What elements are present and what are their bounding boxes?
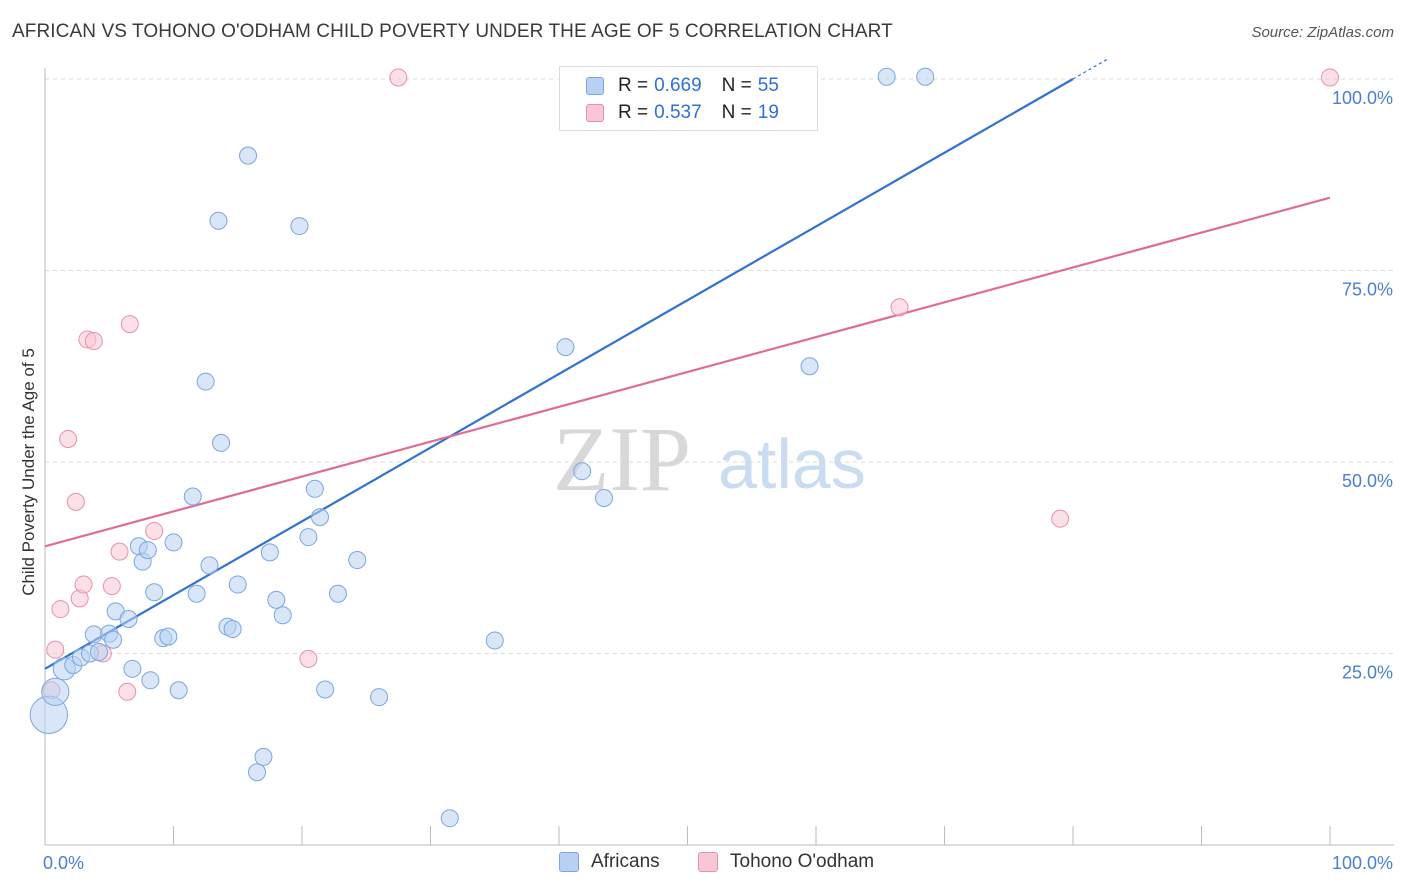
legend-row-tohono: R = 0.537 N = 19 — [586, 100, 779, 126]
africans-point — [159, 627, 178, 646]
legend-r-label: R = — [618, 75, 649, 96]
africans-point — [187, 584, 206, 603]
legend-n-label: N = — [721, 75, 752, 96]
legend-r-value: 0.537 — [654, 102, 702, 123]
africans-legend-swatch — [559, 852, 579, 872]
legend-row-africans: R = 0.669 N = 55 — [586, 73, 779, 99]
watermark-zip: ZIP — [553, 408, 691, 510]
correlation-legend: R = 0.669 N = 55 R = 0.537 N = 19 — [559, 66, 818, 131]
africans-swatch — [586, 77, 604, 95]
africans-point — [594, 489, 613, 508]
tohono-point — [74, 575, 93, 594]
legend-r-label: R = — [618, 102, 649, 123]
bottom-legend-africans: Africans — [559, 851, 660, 873]
bottom-legend-tohono: Tohono O'odham — [698, 851, 874, 873]
africans-point — [348, 551, 367, 570]
y-tick-label: 100.0% — [1332, 88, 1393, 108]
africans-point — [89, 642, 108, 661]
y-tick-label: 25.0% — [1342, 663, 1393, 683]
y-tick-label: 50.0% — [1342, 471, 1393, 491]
tohono-point — [145, 521, 164, 540]
legend-n-value: 19 — [757, 102, 779, 123]
africans-point — [485, 631, 504, 650]
tohono-point — [389, 68, 408, 87]
x-tick-label: 100.0% — [1332, 853, 1393, 873]
gridlines — [45, 78, 1394, 654]
africans-point — [84, 625, 103, 644]
africans-trend-extension — [1072, 57, 1110, 80]
tohono-point — [51, 600, 70, 619]
africans-point — [370, 688, 389, 707]
africans-point — [556, 338, 575, 357]
tohono-point — [1051, 509, 1070, 528]
africans-point — [212, 433, 231, 452]
africans-point — [877, 67, 896, 86]
tohono-point — [102, 577, 121, 596]
tohono-point — [299, 649, 318, 668]
source-label: Source: ZipAtlas.com — [1251, 24, 1394, 41]
africans-point — [267, 590, 286, 609]
tohono-legend-swatch — [698, 852, 718, 872]
africans-point — [916, 67, 935, 86]
tohono-point — [66, 492, 85, 511]
africans-point — [248, 763, 267, 782]
tohono-point — [1321, 68, 1339, 87]
africans-point — [209, 211, 228, 230]
africans-point — [573, 462, 592, 481]
africans-point — [164, 533, 183, 552]
africans-point — [273, 606, 292, 625]
tohono-swatch — [586, 104, 604, 122]
africans-point — [200, 556, 219, 575]
tick-labels: 25.0% 50.0% 75.0% 100.0% 0.0% 100.0% Child Pov… — [19, 88, 1393, 873]
africans-point — [169, 681, 188, 700]
tohono-trend-line — [44, 196, 1331, 548]
africans-point — [310, 508, 329, 527]
africans-point — [183, 487, 202, 506]
tohono-legend-label: Tohono O'odham — [730, 851, 875, 872]
africans-point — [123, 659, 142, 678]
tohono-point — [120, 315, 139, 334]
africans-point — [254, 747, 273, 766]
africans-point — [196, 372, 215, 391]
africans-trend-line — [44, 78, 1074, 670]
africans-point — [800, 357, 819, 376]
tohono-point — [118, 682, 137, 701]
africans-point — [260, 543, 279, 562]
africans-point — [316, 680, 335, 699]
legend-r-value: 0.669 — [654, 75, 702, 96]
africans-point — [299, 528, 318, 547]
legend-n-label: N = — [721, 102, 752, 123]
africans-point — [104, 630, 123, 649]
africans-point — [138, 541, 157, 560]
africans-point — [228, 575, 247, 594]
data-points — [29, 67, 1339, 828]
tohono-point — [59, 430, 78, 449]
africans-point — [223, 619, 242, 638]
africans-point — [440, 809, 459, 828]
tohono-point — [110, 542, 129, 561]
chart-title: AFRICAN VS TOHONO O'ODHAM CHILD POVERTY … — [12, 21, 893, 42]
y-tick-label: 75.0% — [1342, 280, 1393, 300]
africans-point — [119, 610, 138, 629]
tohono-point — [84, 331, 103, 350]
africans-point — [290, 217, 309, 236]
africans-point — [328, 584, 347, 603]
africans-point — [141, 671, 160, 690]
africans-legend-label: Africans — [591, 851, 660, 872]
africans-point — [305, 479, 324, 498]
africans-point — [239, 146, 258, 165]
tohono-point — [46, 640, 65, 659]
watermark: ZIP atlas — [553, 408, 866, 510]
africans-point — [41, 677, 70, 706]
africans-point — [145, 583, 164, 602]
tohono-point — [890, 298, 909, 317]
legend-n-value: 55 — [757, 75, 779, 96]
y-axis-title: Child Poverty Under the Age of 5 — [19, 348, 38, 596]
x-tick-label: 0.0% — [43, 853, 84, 873]
watermark-atlas: atlas — [718, 425, 866, 503]
